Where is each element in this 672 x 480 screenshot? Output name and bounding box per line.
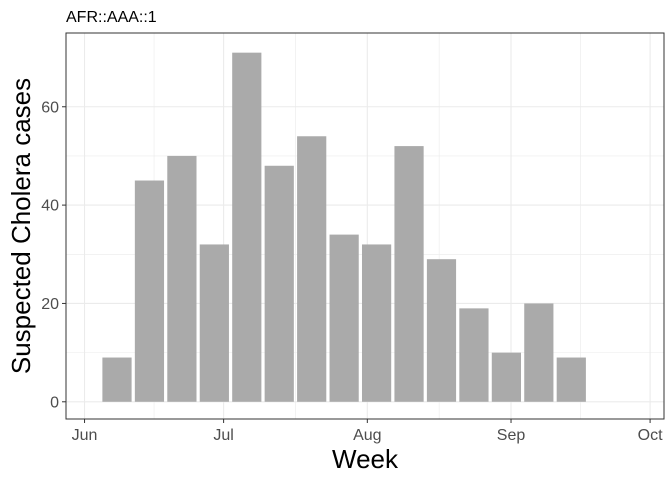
chart-title: AFR::AAA::1 xyxy=(66,9,157,26)
y-axis: 0 20 40 60 xyxy=(41,99,66,411)
x-tick-label: Sep xyxy=(497,427,526,444)
x-tick-label: Jun xyxy=(72,427,98,444)
x-tick-label: Jul xyxy=(213,427,233,444)
x-tick-label: Oct xyxy=(638,427,663,444)
bar xyxy=(329,234,359,402)
bar xyxy=(426,259,457,402)
bar xyxy=(297,136,327,402)
bar xyxy=(134,180,165,402)
bar xyxy=(556,357,586,402)
y-tick-label: 60 xyxy=(41,99,59,116)
x-axis: Jun Jul Aug Sep Oct xyxy=(72,419,663,444)
bar xyxy=(232,52,262,402)
y-tick-label: 0 xyxy=(50,394,59,411)
bars xyxy=(102,52,586,402)
bar xyxy=(524,303,554,402)
x-axis-title: Week xyxy=(332,444,399,474)
bar xyxy=(264,165,294,402)
x-tick-label: Aug xyxy=(353,427,381,444)
bar xyxy=(102,357,132,402)
bar xyxy=(199,244,229,402)
y-tick-label: 40 xyxy=(41,198,59,215)
bar xyxy=(394,146,424,402)
bar xyxy=(361,244,392,402)
y-axis-title: Suspected Cholera cases xyxy=(6,78,36,374)
bar xyxy=(459,308,489,402)
bar xyxy=(491,352,521,402)
y-tick-label: 20 xyxy=(41,296,59,313)
plot-panel-border xyxy=(65,32,665,420)
bar xyxy=(167,155,197,402)
